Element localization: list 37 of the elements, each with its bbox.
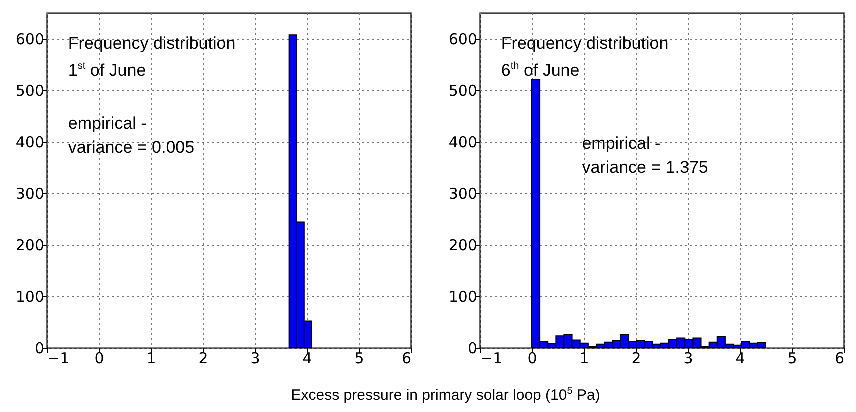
annotation: 6$^{th}$ of June [501, 61, 580, 80]
x-tick-label: 5 [788, 350, 798, 368]
x-tick-label: −1 [48, 350, 70, 368]
x-tick-label: 1 [146, 350, 156, 368]
annotation: 1$^{st}$ of June [68, 61, 146, 80]
x-tick-label: 0 [528, 350, 538, 368]
annotation: Frequency distribution [68, 34, 236, 54]
y-tick-label: 200 [448, 236, 478, 254]
y-tick-label: 300 [16, 184, 44, 203]
x-tick-label: 2 [632, 350, 642, 368]
x-tick-label: 5 [354, 350, 364, 368]
annotation: empirical - [582, 134, 661, 154]
annotation: Frequency distribution [501, 34, 669, 54]
x-axis-title: Excess pressure in primary solar loop (10$^{5}$ Pa) [291, 386, 600, 404]
annotation: variance = 1.375 [582, 158, 708, 178]
x-tick-label: 3 [250, 350, 260, 368]
x-tick-label: 2 [198, 350, 208, 368]
annotation: empirical - [68, 114, 147, 134]
y-tick-label: 100 [16, 288, 44, 306]
x-tick-label: 1 [580, 350, 590, 368]
y-tick-label: 600 [16, 30, 44, 48]
y-tick-label: 500 [16, 82, 44, 100]
y-tick-label: 200 [16, 236, 44, 254]
y-tick-label: 600 [448, 30, 478, 48]
annotation: variance = 0.005 [68, 138, 195, 158]
x-tick-label: 4 [736, 350, 746, 368]
y-tick-label: 400 [448, 133, 478, 152]
x-tick-label: 4 [302, 350, 312, 368]
x-tick-label: 0 [94, 350, 104, 368]
y-tick-label: 500 [448, 82, 478, 100]
x-tick-label: 6 [402, 350, 412, 368]
y-tick-label: 100 [448, 288, 478, 306]
y-tick-label: 400 [16, 133, 44, 152]
x-tick-label: 6 [834, 350, 844, 368]
x-tick-label: −1 [480, 350, 503, 368]
x-tick-label: 3 [684, 350, 694, 368]
y-tick-label: 300 [448, 184, 478, 203]
